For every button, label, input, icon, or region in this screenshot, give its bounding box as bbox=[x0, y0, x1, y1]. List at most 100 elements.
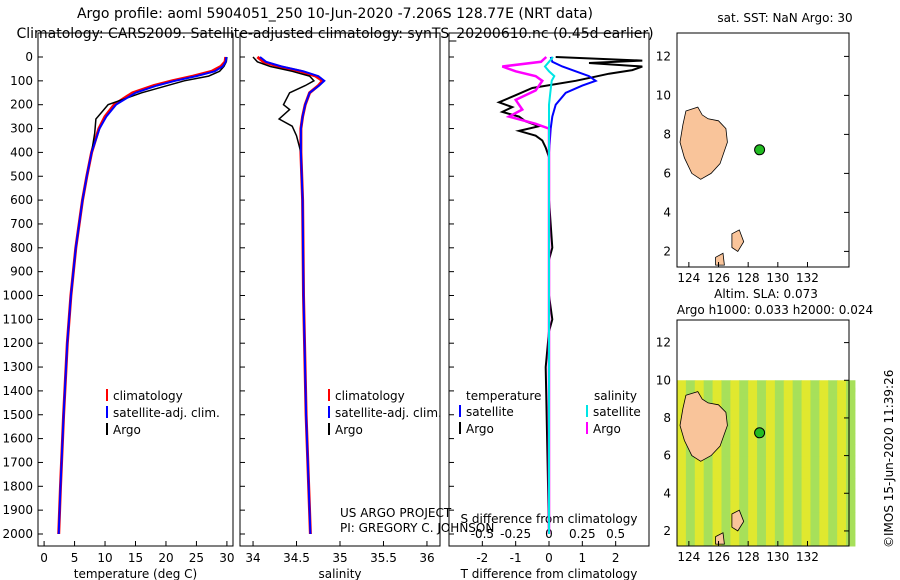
sla-cell bbox=[765, 455, 776, 468]
sla-cell bbox=[757, 478, 767, 490]
sla-cell bbox=[739, 478, 749, 490]
sla-cell bbox=[801, 455, 811, 468]
sla-cell bbox=[819, 455, 829, 468]
sla-cell bbox=[748, 421, 758, 434]
sla-cell bbox=[748, 444, 758, 457]
sla-cell bbox=[828, 466, 838, 479]
sla-cell bbox=[694, 512, 705, 524]
sla-cell bbox=[748, 478, 758, 490]
legend-heading-salinity: salinity bbox=[594, 389, 637, 403]
x-tick-label: 15 bbox=[128, 551, 143, 565]
legend-entry: climatology bbox=[113, 389, 183, 403]
sla-cell bbox=[810, 399, 820, 411]
sla-cell bbox=[694, 489, 705, 502]
sla-cell bbox=[748, 380, 758, 393]
sla-cell bbox=[792, 478, 803, 490]
sla-cell bbox=[828, 410, 838, 423]
sla-cell bbox=[739, 489, 749, 502]
legend-entry: Argo bbox=[466, 422, 494, 436]
sla-cell bbox=[703, 387, 714, 400]
sla-cell bbox=[765, 534, 776, 547]
sla-cell bbox=[819, 380, 829, 393]
sla-cell bbox=[846, 444, 856, 457]
sla-cell bbox=[783, 478, 794, 490]
x-tick-label: -1 bbox=[510, 551, 522, 565]
sla-cell bbox=[792, 444, 803, 457]
sla-cell bbox=[739, 523, 749, 536]
sla-cell bbox=[828, 523, 838, 536]
y-tick-label: 10 bbox=[656, 88, 671, 102]
sla-cell bbox=[819, 478, 829, 490]
legend-entry: Argo bbox=[335, 423, 363, 437]
x-tick-label: 2 bbox=[612, 551, 620, 565]
sla-cell bbox=[801, 478, 811, 490]
depth-tick-label: 900 bbox=[10, 265, 33, 279]
sla-cell bbox=[774, 478, 785, 490]
x-tick-label: 128 bbox=[737, 550, 760, 564]
sla-cell bbox=[703, 478, 714, 490]
sla-cell bbox=[828, 433, 838, 445]
sla-cell bbox=[685, 478, 696, 490]
legend-entry: satellite-adj. clim. bbox=[113, 406, 220, 420]
sla-cell bbox=[703, 455, 714, 468]
sla-cell bbox=[721, 433, 731, 445]
sla-cell bbox=[774, 380, 785, 393]
project-credit: US ARGO PROJECT bbox=[340, 506, 452, 520]
sla-cell bbox=[774, 387, 785, 400]
sla-cell bbox=[828, 500, 838, 513]
sla-cell bbox=[765, 489, 776, 502]
sla-cell bbox=[748, 489, 758, 502]
sla-cell bbox=[721, 534, 731, 547]
sla-cell bbox=[801, 444, 811, 457]
sla-cell bbox=[730, 455, 740, 468]
sla-cell bbox=[801, 512, 811, 524]
sla-cell bbox=[801, 433, 811, 445]
sla-cell bbox=[685, 380, 696, 393]
sla-cell bbox=[757, 500, 767, 513]
depth-tick-label: 0 bbox=[25, 50, 33, 64]
s-tick-label: -0.25 bbox=[500, 527, 531, 541]
sla-cell bbox=[837, 489, 847, 502]
sla-cell bbox=[837, 534, 847, 547]
sla-cell bbox=[685, 489, 696, 502]
sla-cell bbox=[748, 455, 758, 468]
sla-cell bbox=[748, 433, 758, 445]
sla-cell bbox=[694, 455, 705, 468]
depth-tick-label: 200 bbox=[10, 98, 33, 112]
series-climatology bbox=[256, 55, 325, 535]
sla-cell bbox=[757, 512, 767, 524]
sla-cell bbox=[730, 399, 740, 411]
sla-cell bbox=[810, 433, 820, 445]
sla-cell bbox=[819, 500, 829, 513]
argo-float-marker bbox=[754, 144, 766, 156]
sla-cell bbox=[846, 523, 856, 536]
depth-tick-label: 600 bbox=[10, 193, 33, 207]
legend-entry: satellite bbox=[466, 405, 514, 419]
sla-cell bbox=[712, 455, 722, 468]
sla-cell bbox=[757, 410, 767, 423]
sla-cell bbox=[730, 380, 740, 393]
sla-cell bbox=[774, 433, 785, 445]
sla-cell bbox=[810, 387, 820, 400]
sla-cell bbox=[846, 500, 856, 513]
sla-cell bbox=[792, 399, 803, 411]
sla-cell bbox=[846, 399, 856, 411]
sla-cell bbox=[712, 478, 722, 490]
sla-cell bbox=[783, 433, 794, 445]
sla-cell bbox=[801, 466, 811, 479]
sla-cell bbox=[757, 387, 767, 400]
sla-cell bbox=[677, 387, 687, 400]
sla-cell bbox=[819, 489, 829, 502]
sla-cell bbox=[677, 433, 687, 445]
sla-cell bbox=[810, 478, 820, 490]
sla-cell bbox=[774, 500, 785, 513]
sla-cell bbox=[774, 421, 785, 434]
sla-cell bbox=[748, 399, 758, 411]
sla-cell bbox=[792, 455, 803, 468]
sla-map-subtitle: Argo h1000: 0.033 h2000: 0.024 bbox=[677, 303, 873, 317]
sla-cell bbox=[783, 523, 794, 536]
sla-cell bbox=[694, 523, 705, 536]
sla-cell bbox=[819, 433, 829, 445]
sla-cell bbox=[801, 500, 811, 513]
x-tick-label: 1 bbox=[579, 551, 587, 565]
